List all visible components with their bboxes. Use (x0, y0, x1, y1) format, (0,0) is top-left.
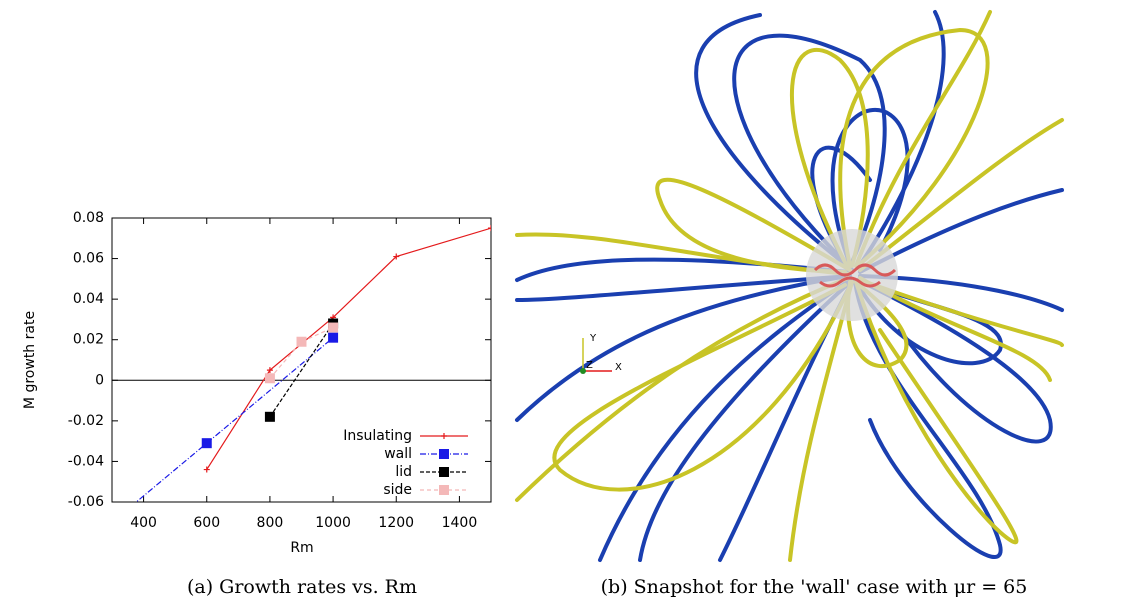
axis-label: X (615, 362, 622, 373)
x-tick-label: 800 (257, 515, 284, 531)
marker (296, 336, 307, 347)
axis-label: Y (589, 333, 597, 344)
y-tick-label: 0.08 (73, 210, 104, 226)
x-axis-label: Rm (290, 540, 313, 556)
x-tick-label: 1400 (442, 515, 478, 531)
marker (203, 466, 210, 473)
caption: (b) Snapshot for the 'wall' case with μr… (601, 576, 1028, 598)
caption: (a) Growth rates vs. Rm (187, 576, 417, 598)
y-tick-label: -0.02 (68, 413, 104, 429)
y-tick-label: 0.06 (73, 251, 104, 267)
series-line (269, 323, 334, 418)
plot-area (75, 225, 491, 554)
series-line (269, 326, 334, 379)
field-line-snapshot: Y Z X (515, 10, 1064, 562)
x-tick-label: 1200 (378, 515, 414, 531)
marker (393, 253, 400, 260)
legend-label: lid (395, 464, 412, 480)
marker (266, 367, 273, 374)
y-axis-label: M growth rate (22, 311, 38, 409)
legend-label: side (383, 482, 412, 498)
x-tick-label: 400 (130, 515, 157, 531)
marker (328, 322, 339, 333)
marker (439, 449, 449, 459)
marker (439, 485, 449, 495)
y-tick-label: 0.04 (73, 291, 104, 307)
marker (264, 411, 275, 422)
y-tick-label: 0 (95, 372, 104, 388)
x-tick-label: 600 (193, 515, 220, 531)
marker (488, 225, 491, 232)
marker (75, 544, 85, 554)
y-tick-label: -0.06 (68, 494, 104, 510)
axis-label: Z (586, 360, 593, 371)
y-tick-label: -0.04 (68, 453, 104, 469)
x-tick-label: 1000 (315, 515, 351, 531)
legend-label: wall (384, 446, 412, 462)
y-tick-label: 0.02 (73, 332, 104, 348)
marker (328, 332, 339, 343)
plot-frame (111, 217, 492, 503)
marker (441, 433, 447, 439)
marker (439, 467, 449, 477)
marker (201, 438, 212, 449)
marker (264, 373, 275, 384)
legend-label: Insulating (343, 428, 412, 444)
